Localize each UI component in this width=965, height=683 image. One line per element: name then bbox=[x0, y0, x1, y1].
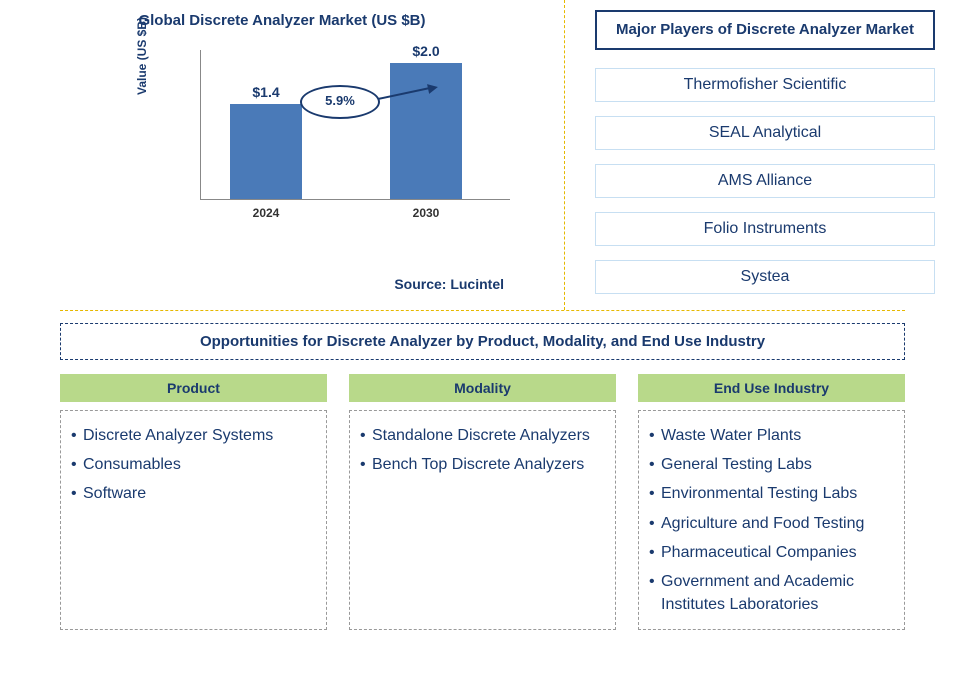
chart-title: Global Discrete Analyzer Market (US $B) bbox=[0, 12, 564, 29]
x-axis bbox=[200, 199, 510, 200]
bar-value-2030: $2.0 bbox=[390, 43, 462, 59]
opportunity-column: Modality Standalone Discrete AnalyzersBen… bbox=[349, 374, 616, 630]
list-item: Government and Academic Institutes Labor… bbox=[647, 567, 896, 619]
y-axis-label: Value (US $B) bbox=[135, 17, 149, 95]
list-item: Software bbox=[69, 479, 318, 508]
bar-2024 bbox=[230, 104, 302, 199]
growth-arrow-head bbox=[427, 82, 439, 94]
player-item: AMS Alliance bbox=[595, 164, 935, 198]
column-header: Modality bbox=[349, 374, 616, 402]
column-header: End Use Industry bbox=[638, 374, 905, 402]
column-body: Discrete Analyzer SystemsConsumablesSoft… bbox=[60, 410, 327, 630]
column-header: Product bbox=[60, 374, 327, 402]
players-title: Major Players of Discrete Analyzer Marke… bbox=[595, 10, 935, 50]
list-item: Discrete Analyzer Systems bbox=[69, 421, 318, 450]
growth-annotation: 5.9% bbox=[300, 75, 400, 115]
list-item: Environmental Testing Labs bbox=[647, 479, 896, 508]
opportunities-columns: Product Discrete Analyzer SystemsConsumab… bbox=[60, 374, 905, 630]
list-item: Standalone Discrete Analyzers bbox=[358, 421, 607, 450]
players-panel: Major Players of Discrete Analyzer Marke… bbox=[565, 0, 965, 310]
column-body: Standalone Discrete AnalyzersBench Top D… bbox=[349, 410, 616, 630]
player-item: Thermofisher Scientific bbox=[595, 68, 935, 102]
top-section: Global Discrete Analyzer Market (US $B) … bbox=[0, 0, 965, 310]
chart-source: Source: Lucintel bbox=[394, 276, 504, 292]
list-item: General Testing Labs bbox=[647, 450, 896, 479]
list-item: Waste Water Plants bbox=[647, 421, 896, 450]
bar-chart: Value (US $B) $1.42024$2.02030 5.9% bbox=[170, 50, 510, 220]
y-axis bbox=[200, 50, 201, 200]
list-item: Pharmaceutical Companies bbox=[647, 538, 896, 567]
player-item: Systea bbox=[595, 260, 935, 294]
opportunity-column: End Use Industry Waste Water PlantsGenera… bbox=[638, 374, 905, 630]
x-tick-2024: 2024 bbox=[230, 206, 302, 220]
bar-2030 bbox=[390, 63, 462, 199]
player-item: Folio Instruments bbox=[595, 212, 935, 246]
horizontal-divider bbox=[60, 310, 905, 311]
x-tick-2030: 2030 bbox=[390, 206, 462, 220]
bar-value-2024: $1.4 bbox=[230, 84, 302, 100]
list-item: Agriculture and Food Testing bbox=[647, 509, 896, 538]
list-item: Bench Top Discrete Analyzers bbox=[358, 450, 607, 479]
player-item: SEAL Analytical bbox=[595, 116, 935, 150]
column-body: Waste Water PlantsGeneral Testing LabsEn… bbox=[638, 410, 905, 630]
opportunity-column: Product Discrete Analyzer SystemsConsumab… bbox=[60, 374, 327, 630]
growth-rate: 5.9% bbox=[300, 93, 380, 108]
chart-panel: Global Discrete Analyzer Market (US $B) … bbox=[0, 0, 565, 310]
players-list: Thermofisher Scientific SEAL Analytical AM… bbox=[595, 68, 935, 294]
list-item: Consumables bbox=[69, 450, 318, 479]
opportunities-title: Opportunities for Discrete Analyzer by P… bbox=[60, 323, 905, 360]
